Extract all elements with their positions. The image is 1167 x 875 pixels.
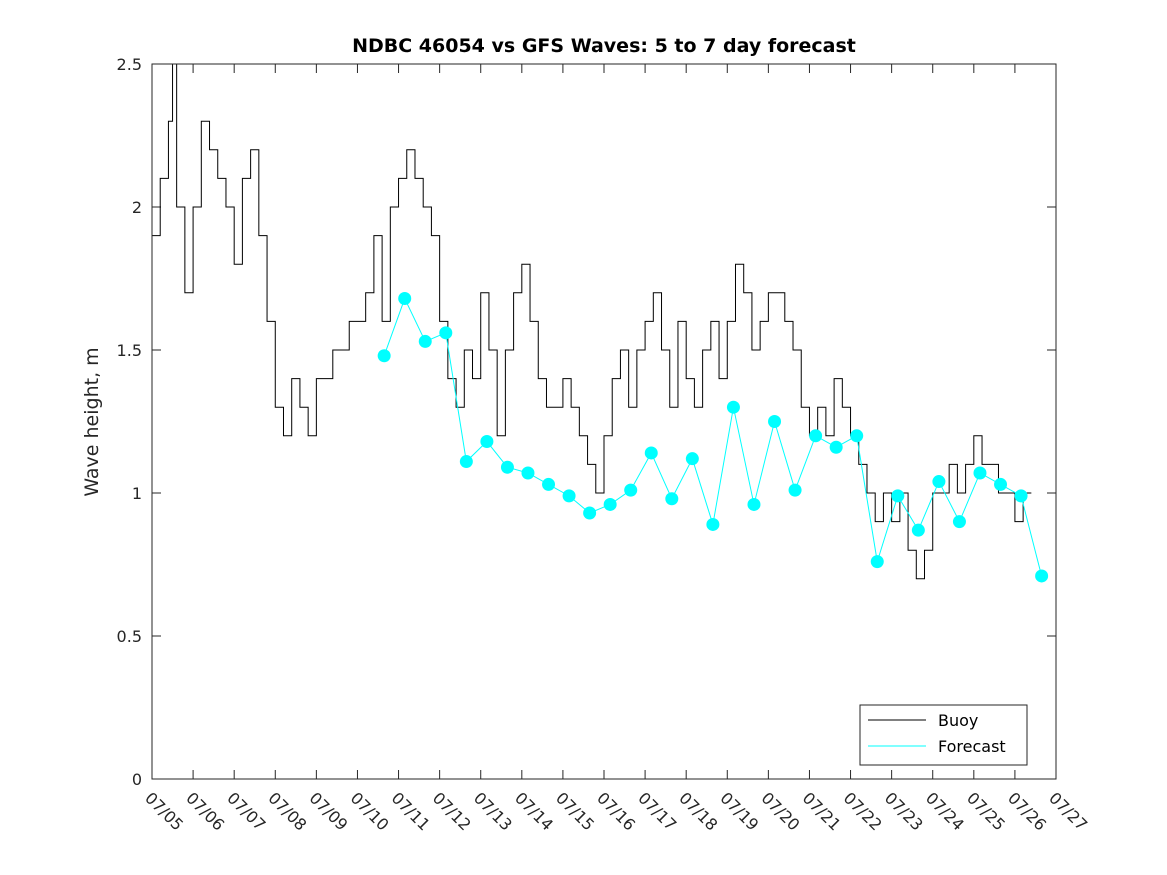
forecast-point [788,483,802,497]
series-group [152,64,1049,583]
forecast-point [706,517,720,531]
y-tick-label: 2.5 [117,55,142,74]
forecast-point [418,334,432,348]
forecast-point [829,440,843,454]
forecast-point [809,429,823,443]
forecast-point [891,489,905,503]
forecast-point [377,349,391,363]
forecast-point [1035,569,1049,583]
y-tick-label: 1 [132,484,142,503]
forecast-point [994,477,1008,491]
forecast-point [603,497,617,511]
forecast-point [870,555,884,569]
legend-box [859,704,1028,766]
legend-label-buoy: Buoy [938,711,978,730]
plot-frame [151,63,1057,780]
forecast-point [911,523,925,537]
legend-label-forecast: Forecast [938,737,1006,756]
y-tick-label: 2 [132,198,142,217]
y-axis-label: Wave height, m [81,347,103,496]
forecast-point [398,292,412,306]
forecast-point [952,515,966,529]
y-tick-label: 0 [132,770,142,789]
forecast-point [562,489,576,503]
forecast-point [768,415,782,428]
forecast-point [973,466,987,480]
chart-title: NDBC 46054 vs GFS Waves: 5 to 7 day fore… [352,35,856,57]
legend: Buoy Forecast [859,704,1028,766]
data-series [152,64,1049,583]
forecast-point [685,452,699,466]
y-tick-label: 1.5 [117,341,142,360]
forecast-point [480,435,494,449]
forecast-point [747,497,761,511]
forecast-point [644,446,658,460]
forecast-point [542,477,556,491]
forecast-point [624,483,638,497]
forecast-point [726,400,740,414]
forecast-point [850,429,864,443]
forecast-point [583,506,597,520]
forecast-point [459,455,473,469]
forecast-point [1014,489,1028,503]
forecast-point [665,492,679,506]
buoy-line [152,64,1032,580]
forecast-point [500,460,514,474]
forecast-point [521,466,535,480]
y-tick-label: 0.5 [117,627,142,646]
plot-area [152,64,1056,779]
forecast-point [439,326,453,340]
forecast-point [932,475,946,489]
